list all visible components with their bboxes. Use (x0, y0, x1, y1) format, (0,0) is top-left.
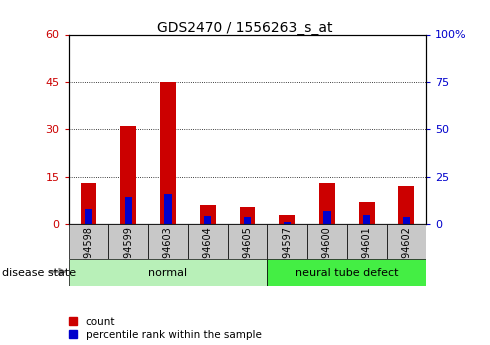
Bar (108, 224, 148, 259)
Bar (120, 126, 136, 224)
Bar (363, 215, 370, 224)
Text: GSM94599: GSM94599 (123, 226, 133, 279)
Legend: count, percentile rank within the sample: count, percentile rank within the sample (69, 317, 262, 340)
Bar (227, 224, 268, 259)
Bar (244, 217, 251, 224)
Bar (403, 217, 410, 224)
Bar (188, 224, 227, 259)
Text: neural tube defect: neural tube defect (295, 268, 398, 277)
Bar (268, 224, 307, 259)
Bar (69, 259, 268, 286)
Bar (347, 224, 387, 259)
Bar (319, 183, 335, 224)
Text: normal: normal (148, 268, 188, 277)
Text: GSM94597: GSM94597 (282, 226, 292, 279)
Text: GSM94603: GSM94603 (163, 226, 173, 279)
Bar (307, 224, 347, 259)
Bar (148, 224, 188, 259)
Bar (124, 197, 132, 224)
Text: GSM94605: GSM94605 (243, 226, 252, 279)
Bar (85, 209, 92, 224)
Text: GSM94600: GSM94600 (322, 226, 332, 279)
Bar (160, 82, 176, 224)
Bar (359, 202, 375, 224)
Bar (323, 211, 331, 224)
Bar (268, 259, 426, 286)
Text: disease state: disease state (2, 268, 76, 277)
Bar (387, 224, 426, 259)
Bar (164, 194, 171, 224)
Bar (80, 183, 97, 224)
Bar (200, 205, 216, 224)
Bar (284, 223, 291, 224)
Bar (69, 224, 108, 259)
Text: GSM94604: GSM94604 (203, 226, 213, 279)
Text: GDS2470 / 1556263_s_at: GDS2470 / 1556263_s_at (157, 21, 333, 35)
Bar (240, 207, 255, 224)
Bar (398, 186, 415, 224)
Bar (279, 215, 295, 224)
Text: GSM94602: GSM94602 (401, 226, 412, 279)
Text: GSM94601: GSM94601 (362, 226, 372, 279)
Bar (204, 216, 211, 224)
Text: GSM94598: GSM94598 (83, 226, 94, 279)
